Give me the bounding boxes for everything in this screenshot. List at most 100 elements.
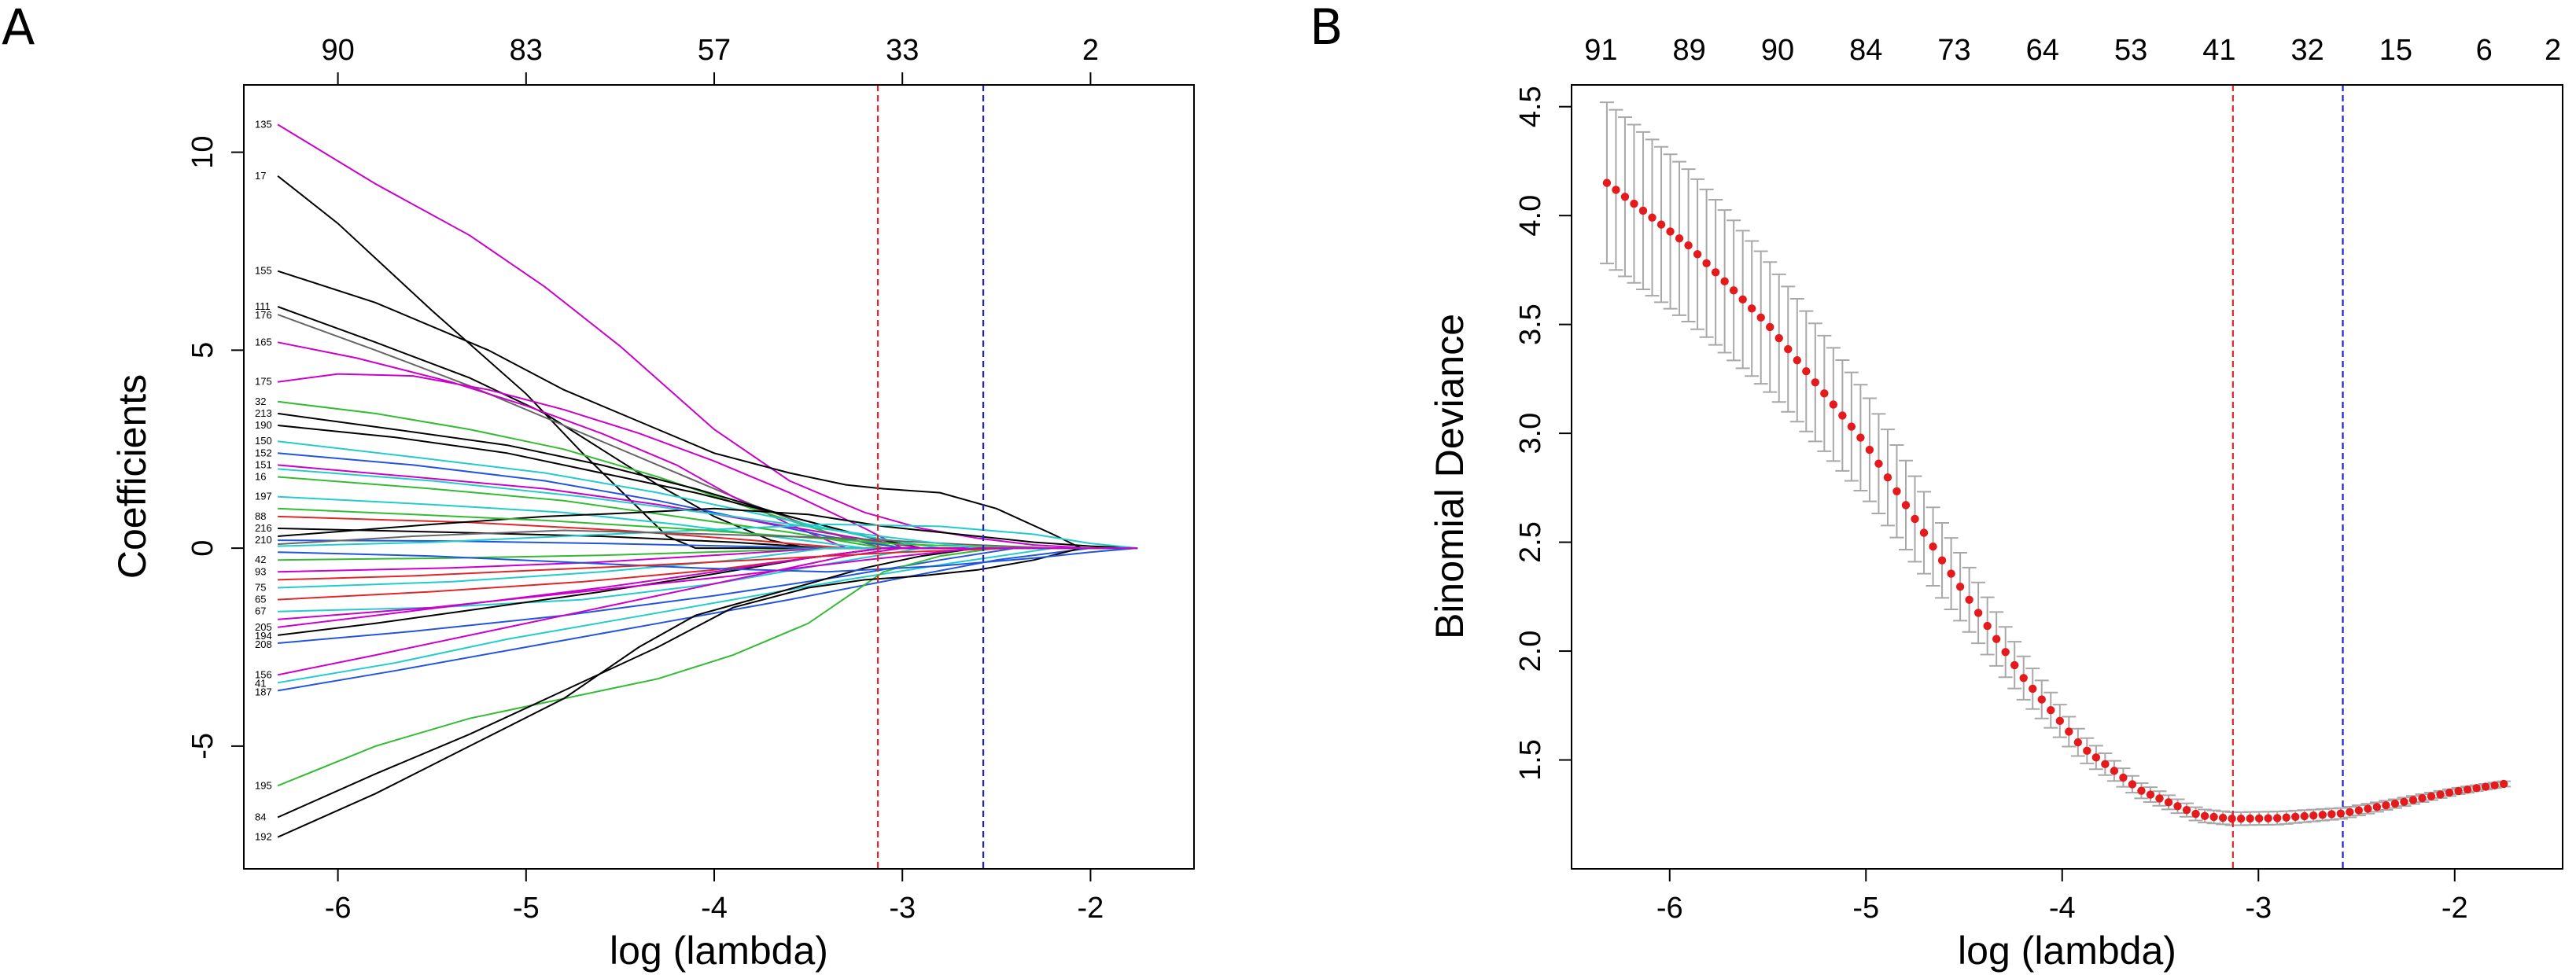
cv-point bbox=[1973, 609, 1983, 617]
top-tick-label: 73 bbox=[1937, 34, 1970, 67]
coefficient-label: 16 bbox=[255, 471, 266, 483]
coefficient-path bbox=[277, 270, 1138, 550]
x-tick-label: -6 bbox=[1657, 892, 1683, 925]
coefficient-path bbox=[277, 175, 1138, 550]
coefficient-label: 151 bbox=[255, 458, 272, 470]
cv-point bbox=[1955, 582, 1965, 591]
cv-point bbox=[2327, 810, 2336, 819]
coefficient-label: 192 bbox=[255, 831, 272, 843]
cv-point bbox=[1965, 595, 1973, 605]
cv-point bbox=[2318, 811, 2327, 819]
cv-point bbox=[2499, 779, 2508, 789]
top-tick-label: 90 bbox=[1761, 34, 1794, 67]
coefficient-label: 65 bbox=[255, 594, 266, 605]
top-tick-label: 53 bbox=[2114, 34, 2147, 67]
panel-b-x-axis: -6 -5 -4 -3 -2 bbox=[1657, 868, 2468, 925]
top-tick-label: 90 bbox=[321, 34, 354, 67]
cv-point bbox=[1929, 542, 1937, 551]
cv-point bbox=[1883, 473, 1892, 482]
cv-point bbox=[1693, 250, 1702, 259]
top-tick-label: 15 bbox=[2379, 34, 2412, 67]
coefficient-label: 165 bbox=[255, 336, 272, 348]
cv-point bbox=[2454, 786, 2463, 796]
coefficient-paths bbox=[277, 123, 1138, 838]
coefficient-path bbox=[277, 547, 1138, 692]
cv-point bbox=[1901, 501, 1911, 510]
coefficient-label: 213 bbox=[255, 407, 272, 419]
y-tick-label: 4.5 bbox=[1514, 86, 1547, 127]
cv-point bbox=[1802, 367, 1811, 376]
cv-point bbox=[1774, 333, 1783, 343]
cv-point bbox=[2309, 811, 2318, 820]
y-tick-label: -5 bbox=[186, 733, 219, 760]
cv-point bbox=[2427, 792, 2436, 800]
coefficient-path bbox=[277, 547, 1138, 838]
y-tick-label: 2.0 bbox=[1514, 631, 1547, 672]
coefficient-label: 67 bbox=[255, 605, 266, 617]
coefficient-label: 17 bbox=[255, 170, 266, 182]
panel-a-top-axis: 90 83 57 33 2 bbox=[321, 34, 1099, 85]
cv-point bbox=[1738, 295, 1747, 304]
cv-point bbox=[2300, 811, 2309, 821]
coefficient-path bbox=[277, 440, 1138, 550]
coefficient-label: 155 bbox=[255, 265, 272, 277]
cv-point bbox=[2400, 797, 2408, 806]
coefficient-path bbox=[278, 547, 1138, 644]
cv-error-bars bbox=[1599, 101, 2512, 826]
cv-point bbox=[2128, 780, 2137, 789]
cv-point bbox=[2418, 793, 2427, 803]
y-tick-label: 3.0 bbox=[1514, 413, 1547, 454]
cv-point bbox=[2291, 812, 2300, 822]
top-tick-label: 84 bbox=[1849, 34, 1882, 67]
y-tick-label: 3.5 bbox=[1514, 304, 1547, 345]
cv-point bbox=[2490, 781, 2499, 789]
top-tick-label: 2 bbox=[1082, 34, 1099, 67]
cv-point bbox=[2436, 790, 2445, 799]
cv-point bbox=[2390, 799, 2400, 808]
x-tick-label: -4 bbox=[2049, 892, 2076, 925]
coefficient-label: 194 bbox=[255, 630, 272, 642]
cv-point bbox=[2354, 806, 2364, 815]
cv-point bbox=[2273, 814, 2282, 822]
lambda-reference-lines bbox=[877, 85, 985, 869]
y-tick-label: 0 bbox=[186, 540, 219, 557]
top-tick-label: 89 bbox=[1673, 34, 1706, 67]
cv-point bbox=[2209, 812, 2218, 822]
x-tick-label: -3 bbox=[2245, 892, 2272, 925]
x-tick-label: -6 bbox=[325, 892, 352, 925]
coefficient-path bbox=[277, 341, 1138, 550]
cv-point bbox=[2228, 814, 2236, 823]
coefficient-label: 197 bbox=[255, 491, 272, 502]
cv-point bbox=[1793, 355, 1801, 365]
coefficient-label: 216 bbox=[255, 522, 272, 534]
coefficient-path bbox=[277, 547, 1138, 676]
y-tick-label: 5 bbox=[186, 342, 219, 359]
coefficient-label: 75 bbox=[255, 581, 266, 593]
panel-b-y-axis: 1.5 2.0 2.5 3.0 3.5 4.0 4.5 bbox=[1514, 86, 1572, 781]
cv-point bbox=[2101, 760, 2110, 769]
panel-a-coefficient-paths: A -6 -5 -4 -3 -2 -5 0 5 10 90 83 57 33 2 135 17 155 11… bbox=[2, 0, 1195, 973]
cv-point bbox=[2110, 767, 2119, 775]
cv-point bbox=[1684, 241, 1693, 250]
cv-point bbox=[2146, 790, 2155, 799]
cv-point bbox=[2119, 773, 2128, 782]
cv-point bbox=[1865, 445, 1874, 454]
cv-point bbox=[1992, 635, 2001, 643]
coefficient-path bbox=[277, 547, 1138, 787]
cv-point bbox=[2408, 796, 2418, 804]
cv-point bbox=[1784, 344, 1793, 354]
panel-b-y-axis-title: Binomial Deviance bbox=[1428, 314, 1472, 639]
top-tick-label: 57 bbox=[698, 34, 731, 67]
y-tick-label: 1.5 bbox=[1514, 739, 1547, 781]
top-tick-label: 83 bbox=[510, 34, 543, 67]
x-tick-label: -2 bbox=[1078, 892, 1104, 925]
cv-point bbox=[2200, 811, 2209, 821]
cv-point bbox=[1648, 213, 1657, 222]
y-tick-label: 2.5 bbox=[1514, 521, 1547, 563]
coefficient-label: 84 bbox=[255, 811, 266, 823]
coefficient-path bbox=[278, 547, 1138, 573]
panel-b-label: B bbox=[1310, 0, 1343, 56]
cv-point bbox=[2254, 814, 2264, 823]
coefficient-label: 42 bbox=[255, 554, 266, 565]
cv-point bbox=[1937, 556, 1947, 565]
